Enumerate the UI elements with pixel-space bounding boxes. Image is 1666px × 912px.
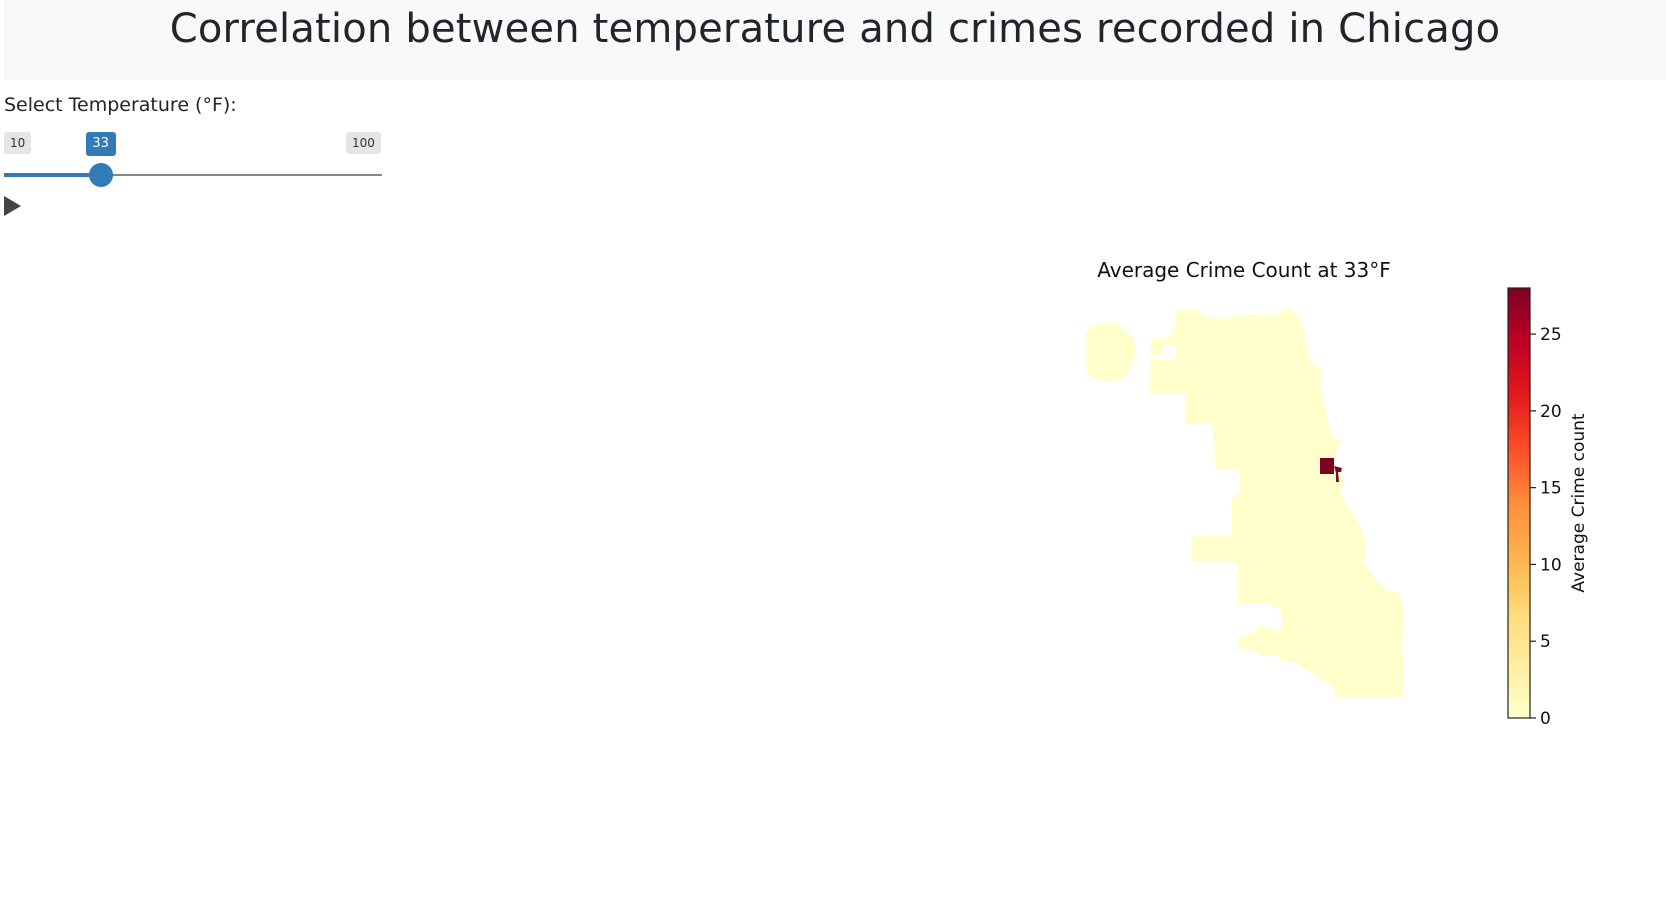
temperature-slider-label: Select Temperature (°F): [4,94,237,116]
slider-value-badge: 33 [85,132,116,156]
map-region-city[interactable] [1150,308,1404,698]
temperature-slider-handle[interactable] [88,163,113,187]
slider-min-label: 10 [4,132,32,154]
colorbar-tick-label: 25 [1540,325,1562,345]
colorbar: 0 5 10 15 20 25 Average Crime count [1507,287,1589,729]
chicago-map [1085,308,1404,698]
colorbar-tick-label: 0 [1540,709,1551,729]
page-header: Correlation between temperature and crim… [4,0,1666,80]
play-icon[interactable] [4,196,21,216]
colorbar-scale [1507,287,1531,719]
colorbar-tick-label: 15 [1540,479,1562,499]
colorbar-tick-label: 10 [1540,555,1562,575]
temperature-slider-fill [4,173,101,177]
map-region-loop-east[interactable] [1334,466,1342,482]
temperature-slider-track[interactable] [4,173,382,177]
slider-max-label: 100 [346,132,381,154]
chart-title: Average Crime Count at 33°F [1097,258,1391,282]
colorbar-label: Average Crime count [1569,413,1589,593]
colorbar-tick-label: 20 [1540,402,1562,422]
colorbar-tick-label: 5 [1540,632,1551,652]
page-title: Correlation between temperature and crim… [169,6,1501,52]
map-region-loop[interactable] [1320,458,1334,474]
map-region-city[interactable] [1085,322,1136,382]
